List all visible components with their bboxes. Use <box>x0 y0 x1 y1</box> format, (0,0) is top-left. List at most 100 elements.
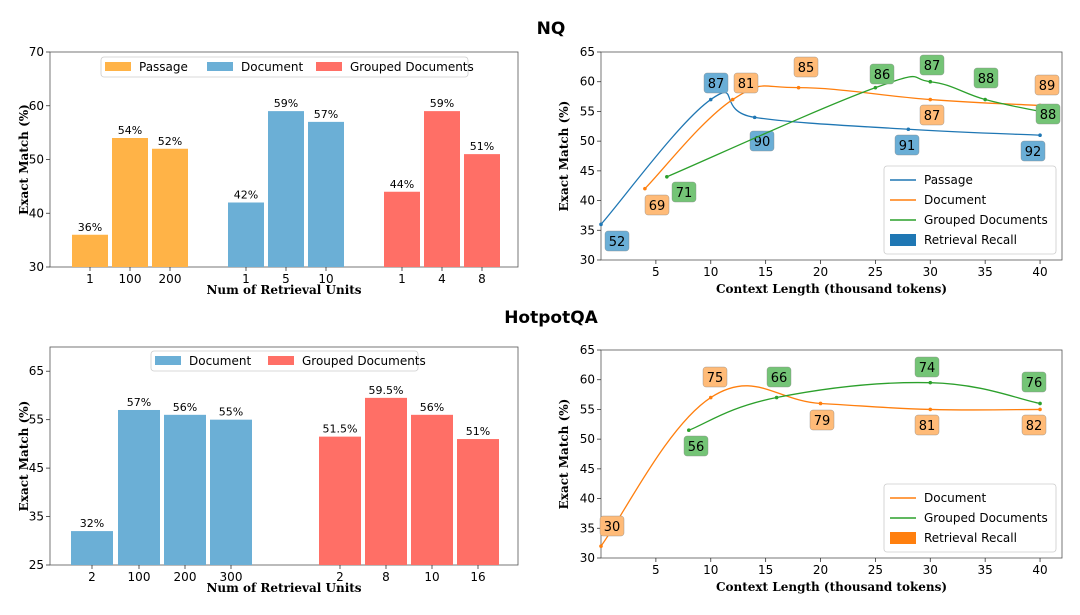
recall-badge-label: 89 <box>1039 79 1056 94</box>
recall-badge-label: 75 <box>707 371 724 386</box>
series-line <box>600 385 1041 547</box>
legend-label: Document <box>189 354 251 368</box>
bar <box>457 439 499 565</box>
bar-value-label: 55% <box>219 406 243 419</box>
x-axis-label: Context Length (thousand tokens) <box>716 580 947 594</box>
x-tick-label: 8 <box>478 272 486 286</box>
recall-badge-label: 87 <box>708 77 725 92</box>
x-tick-label: 200 <box>174 570 197 584</box>
x-tick-label: 100 <box>119 272 142 286</box>
legend-label: Grouped Documents <box>350 60 474 74</box>
y-tick-label: 40 <box>29 206 44 220</box>
legend-label: Grouped Documents <box>302 354 426 368</box>
data-point <box>599 544 603 548</box>
y-tick-label: 50 <box>580 432 595 446</box>
x-tick-label: 100 <box>128 570 151 584</box>
bar-value-label: 57% <box>127 396 151 409</box>
recall-badge <box>894 134 920 156</box>
bar-value-label: 56% <box>173 401 197 414</box>
y-tick-label: 55 <box>29 413 44 427</box>
recall-badge-label: 92 <box>1025 145 1042 160</box>
x-tick-label: 15 <box>758 563 773 577</box>
recall-badge <box>766 366 792 388</box>
x-tick-label: 35 <box>978 563 993 577</box>
legend-swatch <box>268 356 294 365</box>
recall-badge-label: 88 <box>978 72 995 87</box>
data-point <box>928 407 933 412</box>
data-point <box>774 395 779 400</box>
x-tick-label: 5 <box>282 272 290 286</box>
recall-badge <box>914 356 940 378</box>
legend-label: Passage <box>139 60 188 74</box>
bar-value-label: 59.5% <box>369 384 404 397</box>
legend-label: Document <box>924 193 986 207</box>
x-tick-label: 1 <box>86 272 94 286</box>
nq-bar-chart: 30 40 50 60 70 Exact Match (%) 36% 1 54% 100 52% 20… <box>17 45 519 297</box>
recall-badge-label: 87 <box>924 109 941 124</box>
bar <box>268 111 304 267</box>
hotpotqa-section-title: HotpotQA <box>504 308 598 328</box>
y-tick-label: 35 <box>580 521 595 535</box>
x-tick-label: 10 <box>703 265 718 279</box>
data-point <box>796 85 801 90</box>
x-tick-label: 200 <box>159 272 182 286</box>
legend-box <box>100 56 469 78</box>
bar-value-label: 36% <box>78 221 102 234</box>
data-point <box>730 97 735 102</box>
y-tick-label: 60 <box>580 75 595 89</box>
hotpotqa-line-chart: 30 35 40 45 50 55 60 65 Exact Match (%) 5 10 15 20 25… <box>557 343 1063 594</box>
bar <box>152 148 188 267</box>
legend-swatch <box>207 62 233 71</box>
y-tick-label: 45 <box>29 461 44 475</box>
y-tick-label: 65 <box>580 45 595 59</box>
data-point <box>708 97 713 102</box>
legend-box <box>883 483 1057 553</box>
y-tick-label: 30 <box>580 253 595 267</box>
recall-badge <box>683 435 709 457</box>
x-tick-label: 2 <box>88 570 96 584</box>
bar-value-label: 44% <box>390 178 414 191</box>
x-tick-label: 25 <box>868 563 883 577</box>
data-point <box>1038 133 1042 137</box>
y-tick-label: 55 <box>580 104 595 118</box>
x-tick-label: 300 <box>220 570 243 584</box>
bar <box>228 202 264 267</box>
x-tick-label: 30 <box>923 265 938 279</box>
bar <box>464 154 500 267</box>
legend-label: Passage <box>924 173 973 187</box>
x-tick-label: 40 <box>1032 563 1047 577</box>
hotpotqa-bar-chart: 25 35 45 55 65 Exact Match (%) 32% 2 57% 100 56% 20… <box>17 346 519 595</box>
recall-badge-label: 69 <box>649 199 666 214</box>
y-tick-label: 60 <box>29 99 44 113</box>
x-tick-label: 25 <box>868 265 883 279</box>
plot-frame <box>600 51 1063 261</box>
x-tick-label: 30 <box>923 563 938 577</box>
legend-swatch <box>890 532 916 544</box>
data-point <box>1038 401 1042 406</box>
legend-swatch <box>105 62 131 71</box>
data-point <box>818 401 823 406</box>
bar-value-label: 52% <box>158 135 182 148</box>
x-tick-label: 40 <box>1032 265 1047 279</box>
recall-badge-label: 76 <box>1026 376 1043 391</box>
recall-badge-label: 88 <box>1040 108 1057 123</box>
series-line <box>688 381 1041 431</box>
bar-value-label: 51% <box>470 140 494 153</box>
recall-badge-label: 90 <box>754 135 771 150</box>
recall-badge <box>703 72 729 94</box>
recall-badge <box>914 414 940 436</box>
bar-value-label: 32% <box>80 517 104 530</box>
bar <box>384 191 420 267</box>
x-tick-label: 5 <box>652 563 660 577</box>
data-point <box>643 186 647 191</box>
x-axis-label: Num of Retrieval Units <box>206 581 361 595</box>
bar <box>308 121 344 267</box>
recall-badge <box>733 72 759 94</box>
data-point <box>928 97 933 102</box>
bar-value-label: 51.5% <box>323 423 358 436</box>
data-point <box>873 85 878 90</box>
x-tick-label: 20 <box>813 563 828 577</box>
x-axis-label: Context Length (thousand tokens) <box>716 282 947 296</box>
bar <box>210 419 252 565</box>
bar <box>112 138 148 267</box>
